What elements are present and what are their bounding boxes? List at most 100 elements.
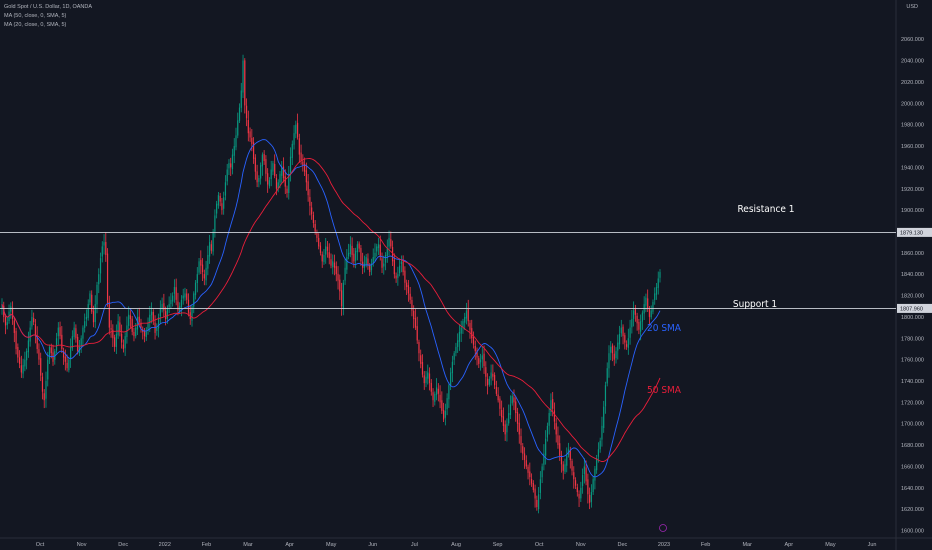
candle-body[interactable] — [150, 311, 153, 316]
candle-body[interactable] — [629, 327, 631, 338]
candle-body[interactable] — [113, 337, 116, 347]
candle-body[interactable] — [360, 248, 362, 262]
candle-body[interactable] — [613, 353, 615, 360]
sma50-line[interactable] — [1, 158, 661, 462]
candle-body[interactable] — [376, 246, 378, 252]
candle-body[interactable] — [615, 351, 617, 358]
candle-body[interactable] — [319, 245, 322, 253]
candle-body[interactable] — [43, 393, 45, 401]
candle-body[interactable] — [50, 347, 52, 354]
candle-body[interactable] — [249, 131, 251, 138]
candle-body[interactable] — [603, 406, 605, 428]
candle-body[interactable] — [647, 298, 649, 309]
candle-body[interactable] — [610, 346, 612, 353]
candle-body[interactable] — [425, 376, 427, 383]
candle-body[interactable] — [34, 324, 37, 337]
candle-body[interactable] — [20, 365, 22, 373]
candle-body[interactable] — [386, 248, 388, 256]
candle-body[interactable] — [201, 264, 204, 273]
candle-body[interactable] — [543, 453, 545, 465]
candle-body[interactable] — [501, 410, 503, 418]
candle-body[interactable] — [490, 372, 492, 379]
candle-body[interactable] — [18, 357, 21, 364]
candle-body[interactable] — [108, 302, 110, 328]
candle-body[interactable] — [469, 323, 471, 330]
candle-body[interactable] — [485, 367, 487, 377]
candle-body[interactable] — [383, 263, 385, 267]
candle-body[interactable] — [131, 318, 133, 332]
candle-body[interactable] — [159, 308, 161, 317]
candle-body[interactable] — [27, 340, 29, 353]
candle-body[interactable] — [191, 306, 193, 321]
candle-body[interactable] — [318, 237, 320, 247]
candle-body[interactable] — [552, 399, 554, 409]
candle-body[interactable] — [101, 246, 103, 257]
candle-body[interactable] — [326, 246, 329, 251]
candle-body[interactable] — [17, 347, 19, 358]
candle-body[interactable] — [258, 178, 260, 182]
candle-body[interactable] — [576, 487, 578, 493]
candle-body[interactable] — [59, 327, 61, 337]
candle-body[interactable] — [402, 261, 404, 273]
candle-body[interactable] — [256, 171, 258, 183]
candle-body[interactable] — [546, 425, 549, 438]
candle-body[interactable] — [117, 321, 119, 336]
candle-body[interactable] — [73, 327, 75, 338]
candle-body[interactable] — [457, 340, 459, 347]
candle-body[interactable] — [333, 262, 336, 268]
candle-body[interactable] — [511, 395, 513, 404]
candle-body[interactable] — [24, 359, 26, 367]
candle-body[interactable] — [96, 284, 98, 305]
currency-label[interactable]: USD — [906, 4, 918, 10]
candle-body[interactable] — [224, 182, 227, 196]
candle-body[interactable] — [365, 257, 367, 265]
candle-body[interactable] — [522, 446, 524, 454]
candle-body[interactable] — [458, 331, 461, 342]
candle-body[interactable] — [223, 197, 225, 209]
candle-body[interactable] — [337, 273, 339, 281]
candle-body[interactable] — [611, 345, 614, 354]
candle-body[interactable] — [98, 274, 100, 285]
candle-body[interactable] — [437, 388, 439, 394]
candle-body[interactable] — [391, 247, 394, 262]
candle-body[interactable] — [560, 455, 563, 465]
candle-body[interactable] — [332, 261, 334, 268]
event-marker-icon[interactable] — [659, 524, 667, 532]
candle-body[interactable] — [182, 295, 184, 299]
candle-body[interactable] — [165, 311, 167, 320]
candle-body[interactable] — [87, 304, 89, 318]
candle-body[interactable] — [217, 195, 220, 206]
candle-body[interactable] — [143, 330, 146, 337]
candle-body[interactable] — [356, 244, 358, 253]
candle-body[interactable] — [270, 169, 272, 180]
candle-body[interactable] — [407, 285, 410, 294]
candle-body[interactable] — [597, 449, 600, 457]
candle-body[interactable] — [618, 334, 621, 345]
candle-body[interactable] — [585, 467, 587, 482]
candle-body[interactable] — [36, 335, 38, 349]
candle-body[interactable] — [298, 138, 300, 155]
candle-body[interactable] — [168, 304, 170, 307]
candle-body[interactable] — [48, 346, 51, 360]
candle-body[interactable] — [193, 293, 195, 307]
candle-body[interactable] — [238, 107, 241, 121]
candle-body[interactable] — [237, 120, 239, 136]
candle-body[interactable] — [444, 410, 446, 418]
candle-body[interactable] — [418, 342, 420, 354]
candle-body[interactable] — [434, 393, 436, 402]
candle-body[interactable] — [281, 167, 283, 176]
candle-body[interactable] — [203, 274, 205, 279]
candle-body[interactable] — [346, 257, 348, 270]
candle-body[interactable] — [513, 397, 515, 403]
candle-body[interactable] — [244, 60, 246, 106]
candle-body[interactable] — [495, 386, 497, 394]
candle-body[interactable] — [351, 245, 353, 255]
candle-body[interactable] — [404, 270, 406, 283]
candle-body[interactable] — [599, 440, 601, 450]
candle-body[interactable] — [479, 359, 482, 363]
candle-body[interactable] — [184, 293, 186, 298]
candle-body[interactable] — [163, 303, 165, 311]
candle-body[interactable] — [409, 293, 411, 300]
legend-ma20[interactable]: MA (20, close, 0, SMA, 5) — [4, 22, 67, 28]
candle-body[interactable] — [574, 480, 577, 486]
